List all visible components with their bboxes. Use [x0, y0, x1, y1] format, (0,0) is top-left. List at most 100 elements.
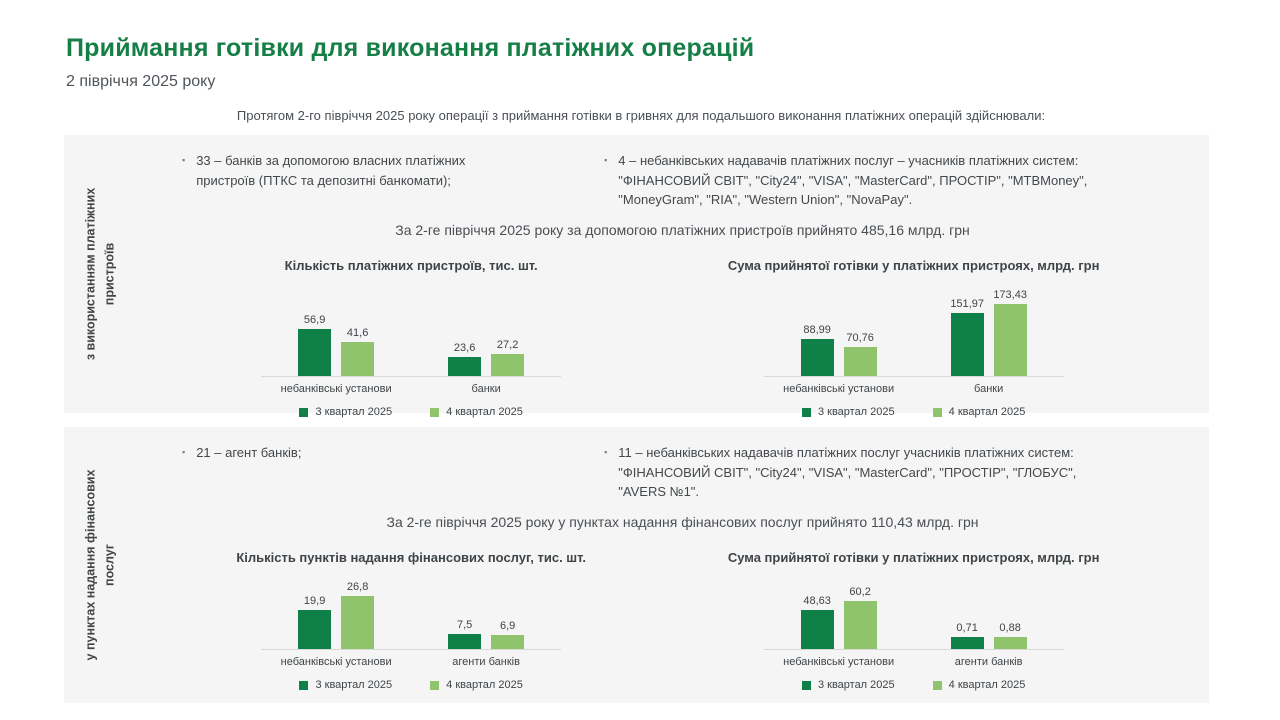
legend-swatch-icon [430, 680, 440, 690]
legend-swatch-icon [932, 407, 942, 417]
bar-column: 56,9 [298, 314, 332, 376]
category-label: небанківські установи [280, 656, 392, 668]
bullet-text: 4 – небанківських надавачів платіжних по… [618, 153, 1088, 207]
bar-value-label: 23,6 [453, 341, 476, 354]
bar-value-label: 0,71 [956, 622, 978, 634]
bar-column: 27,2 [491, 339, 525, 376]
bar [800, 610, 834, 649]
bar-column: 23,6 [448, 341, 482, 376]
bar-value-label: 19,9 [303, 594, 326, 607]
legend-label: 3 квартал 2025 [315, 679, 393, 691]
legend-label: 4 квартал 2025 [446, 679, 523, 691]
charts-row: Кількість пунктів надання фінансових пос… [180, 550, 1185, 691]
chart-title: Кількість платіжних пристроїв, тис. шт. [284, 258, 538, 273]
bar-column: 19,9 [298, 594, 332, 649]
section-financial-service-points: у пунктах надання фінансових послуг ▪ 21… [64, 427, 1209, 703]
charts-row: Кількість платіжних пристроїв, тис. шт. … [180, 258, 1185, 418]
bullet-row: ▪ 33 – банків за допомогою власних платі… [180, 151, 1185, 215]
legend-swatch-icon [801, 407, 811, 417]
bar [341, 596, 375, 649]
side-label-column: у пунктах надання фінансових послуг [64, 427, 136, 703]
bar-group: 151,97 173,43 [950, 289, 1027, 376]
bar [491, 353, 525, 376]
bullet-square-icon: ▪ [182, 447, 186, 457]
legend-swatch-icon [299, 680, 309, 690]
bar-value-label: 151,97 [950, 297, 984, 310]
bar-group: 48,63 60,2 [800, 586, 877, 649]
chart-title: Сума прийнятої готівки у платіжних прист… [727, 258, 1100, 273]
bar-group: 56,9 41,6 [298, 314, 375, 376]
bullet-text: 21 – агент банків; [196, 445, 302, 460]
chart-service-point-cash-sum: Сума прийнятої готівки у платіжних прист… [642, 550, 1185, 691]
legend-label: 3 квартал 2025 [315, 406, 393, 418]
bar-column: 0,71 [950, 622, 984, 649]
legend-item: 4 квартал 2025 [430, 679, 523, 691]
chart-plot: 88,99 70,76 151,97 173,43 [763, 286, 1064, 377]
bar [843, 601, 877, 649]
bullet-item-nonbank-providers: ▪ 11 – небанківських надавачів платіжних… [602, 443, 1185, 507]
legend-item: 4 квартал 2025 [932, 406, 1026, 418]
bar [448, 634, 482, 649]
bar-value-label: 173,43 [993, 289, 1027, 301]
chart-legend: 3 квартал 2025 4 квартал 2025 [801, 406, 1026, 418]
bar-column: 0,88 [993, 622, 1027, 649]
chart-service-point-count: Кількість пунктів надання фінансових пос… [180, 550, 642, 691]
bar-column: 6,9 [491, 620, 525, 649]
legend-label: 4 квартал 2025 [948, 679, 1026, 691]
section-payment-devices: з використанням платіжних пристроїв ▪ 33… [64, 135, 1209, 418]
page-title: Приймання готівки для виконання платіжни… [66, 34, 755, 62]
legend-label: 3 квартал 2025 [817, 406, 895, 418]
section-side-label: з використанням платіжних пристроїв [83, 187, 116, 361]
bar [950, 312, 984, 376]
bar [298, 609, 332, 649]
bullet-item-banks: ▪ 33 – банків за допомогою власних платі… [180, 151, 602, 215]
legend-swatch-icon [299, 407, 309, 417]
chart-plot: 19,9 26,8 7,5 6,9 [261, 578, 562, 650]
bar [448, 356, 482, 376]
chart-legend: 3 квартал 2025 4 квартал 2025 [299, 679, 523, 691]
legend-swatch-icon [932, 680, 942, 690]
bar-value-label: 56,9 [303, 314, 326, 326]
section-content: ▪ 33 – банків за допомогою власних платі… [136, 135, 1209, 418]
bar-column: 48,63 [800, 595, 834, 649]
legend-swatch-icon [801, 680, 811, 690]
bar [993, 304, 1027, 376]
bar-group: 88,99 70,76 [800, 324, 877, 376]
category-label: небанківські установи [783, 656, 895, 668]
intro-text: Протягом 2-го півріччя 2025 року операці… [236, 108, 1046, 123]
bar-column: 173,43 [993, 289, 1027, 376]
category-label: агенти банків [452, 656, 520, 668]
bar [950, 637, 984, 649]
chart-plot: 56,9 41,6 23,6 27,2 [261, 286, 562, 377]
section-content: ▪ 21 – агент банків; ▪ 11 – небанківськи… [136, 427, 1209, 703]
bar-value-label: 41,6 [346, 326, 369, 339]
chart-categories: небанківські установи агенти банків [764, 656, 1064, 668]
legend-item: 4 квартал 2025 [430, 406, 523, 418]
bar-column: 70,76 [843, 332, 877, 376]
bar-column: 88,99 [800, 324, 834, 376]
bar-column: 7,5 [448, 619, 482, 649]
legend-item: 4 квартал 2025 [932, 679, 1026, 691]
chart-legend: 3 квартал 2025 4 квартал 2025 [801, 679, 1026, 691]
legend-item: 3 квартал 2025 [299, 406, 392, 418]
bar-group: 19,9 26,8 [298, 581, 375, 649]
bullet-text: 33 – банків за допомогою власних платіжн… [196, 153, 466, 188]
bar-column: 41,6 [341, 326, 375, 376]
bar-group: 0,71 0,88 [950, 622, 1027, 649]
category-label: небанківські установи [783, 383, 895, 395]
side-label-column: з використанням платіжних пристроїв [64, 135, 136, 413]
bullet-square-icon: ▪ [182, 155, 186, 165]
legend-item: 3 квартал 2025 [801, 679, 895, 691]
bar-group: 7,5 6,9 [448, 619, 525, 649]
summary-statement: За 2-ге півріччя 2025 року у пунктах над… [386, 514, 979, 530]
category-label: банки [974, 383, 1004, 395]
chart-device-cash-sum: Сума прийнятої готівки у платіжних прист… [642, 258, 1185, 418]
summary-statement: За 2-ге півріччя 2025 року за допомогою … [395, 222, 970, 238]
bar-value-label: 48,63 [803, 595, 831, 608]
bar-value-label: 26,8 [346, 581, 369, 593]
bullet-item-nonbank-providers: ▪ 4 – небанківських надавачів платіжних … [602, 151, 1185, 215]
category-label: банки [471, 383, 501, 395]
legend-label: 4 квартал 2025 [446, 406, 523, 418]
legend-label: 4 квартал 2025 [948, 406, 1026, 418]
bar [341, 341, 375, 376]
